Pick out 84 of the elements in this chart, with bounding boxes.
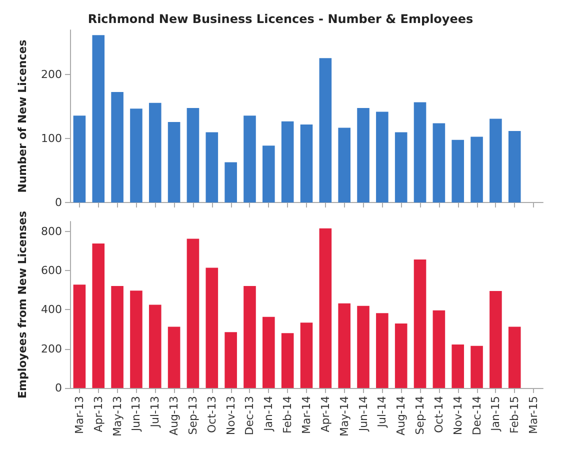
bar — [470, 346, 483, 388]
x-tick-label: Jun-13 — [130, 396, 143, 432]
y-tick-label: 600 — [41, 264, 62, 277]
x-tick-label: Mar-15 — [527, 396, 540, 434]
bar — [186, 108, 200, 202]
bar — [73, 116, 86, 202]
bar — [394, 132, 408, 202]
bar — [470, 136, 483, 202]
x-tick-label: Sep-13 — [186, 396, 200, 435]
bar — [168, 326, 180, 388]
x-tick-label: Dec-13 — [243, 396, 256, 436]
x-tick-label: May-14 — [338, 396, 351, 437]
bar — [508, 326, 521, 388]
x-tick-label: Feb-15 — [508, 396, 522, 434]
bar — [338, 303, 350, 388]
bar — [508, 130, 521, 202]
y-axis-title: Employees from New Licenses — [16, 210, 29, 399]
x-tick-label: Oct-13 — [205, 396, 218, 433]
bar — [319, 228, 332, 388]
x-tick-label: Jul-13 — [148, 396, 162, 428]
y-tick-label: 800 — [41, 224, 62, 238]
bar — [111, 286, 124, 388]
bar — [224, 162, 237, 202]
bar — [452, 140, 464, 202]
bar — [130, 290, 142, 388]
x-tick-label: Aug-13 — [168, 396, 181, 436]
x-tick-label: Jan-15 — [489, 396, 502, 432]
bar — [452, 344, 464, 388]
x-tick-label: Apr-14 — [318, 396, 332, 432]
bar — [414, 260, 426, 388]
x-tick-label: Dec-14 — [470, 396, 484, 436]
x-tick-label: Nov-13 — [224, 396, 238, 436]
bar — [394, 324, 408, 388]
bar — [206, 268, 218, 388]
bar — [92, 35, 105, 202]
bar — [432, 123, 446, 202]
bar — [281, 121, 294, 202]
y-tick-label: 0 — [55, 382, 62, 394]
bar — [168, 122, 180, 202]
x-tick-label: May-13 — [110, 396, 124, 437]
bar — [490, 291, 502, 388]
x-tick-label: Mar-14 — [300, 396, 313, 434]
bar — [490, 118, 502, 202]
bar — [92, 243, 105, 388]
chart-title: Richmond New Business Licences - Number & Employees — [88, 12, 474, 26]
bar — [224, 332, 237, 388]
x-tick-label: Oct-14 — [432, 396, 446, 433]
bar — [376, 313, 388, 388]
bar — [73, 284, 86, 388]
bar — [376, 112, 388, 202]
x-tick-label: Jan-14 — [262, 396, 276, 432]
bar — [262, 146, 275, 202]
bar — [148, 304, 162, 388]
bar — [206, 132, 218, 202]
bar — [414, 102, 426, 202]
bar — [244, 116, 256, 202]
x-tick-label: Mar-13 — [72, 396, 86, 434]
bar — [130, 108, 142, 202]
y-tick-label: 200 — [41, 68, 62, 82]
bar — [338, 128, 350, 202]
bar — [300, 124, 313, 202]
bar — [111, 92, 124, 202]
y-axis-title: Number of New Licences — [16, 39, 29, 193]
bar — [281, 333, 294, 388]
x-tick-label: Apr-13 — [92, 396, 105, 432]
y-tick-label: 400 — [41, 303, 62, 316]
bar — [357, 306, 370, 388]
y-tick-label: 100 — [41, 132, 62, 146]
x-tick-label: Aug-14 — [394, 396, 408, 436]
bar — [357, 108, 370, 202]
x-tick-label: Jun-14 — [356, 396, 370, 432]
bar — [300, 322, 313, 388]
y-tick-label: 200 — [41, 342, 62, 356]
bar — [432, 310, 446, 388]
x-tick-label: Jul-14 — [376, 396, 389, 428]
x-tick-label: Feb-14 — [281, 396, 294, 434]
x-tick-label: Sep-14 — [414, 396, 427, 435]
bar — [319, 58, 332, 202]
bar — [262, 316, 275, 388]
x-tick-label: Nov-14 — [451, 396, 464, 436]
bar — [186, 238, 200, 388]
y-tick-label: 0 — [55, 196, 62, 209]
bar — [244, 286, 256, 388]
bar — [148, 102, 162, 202]
